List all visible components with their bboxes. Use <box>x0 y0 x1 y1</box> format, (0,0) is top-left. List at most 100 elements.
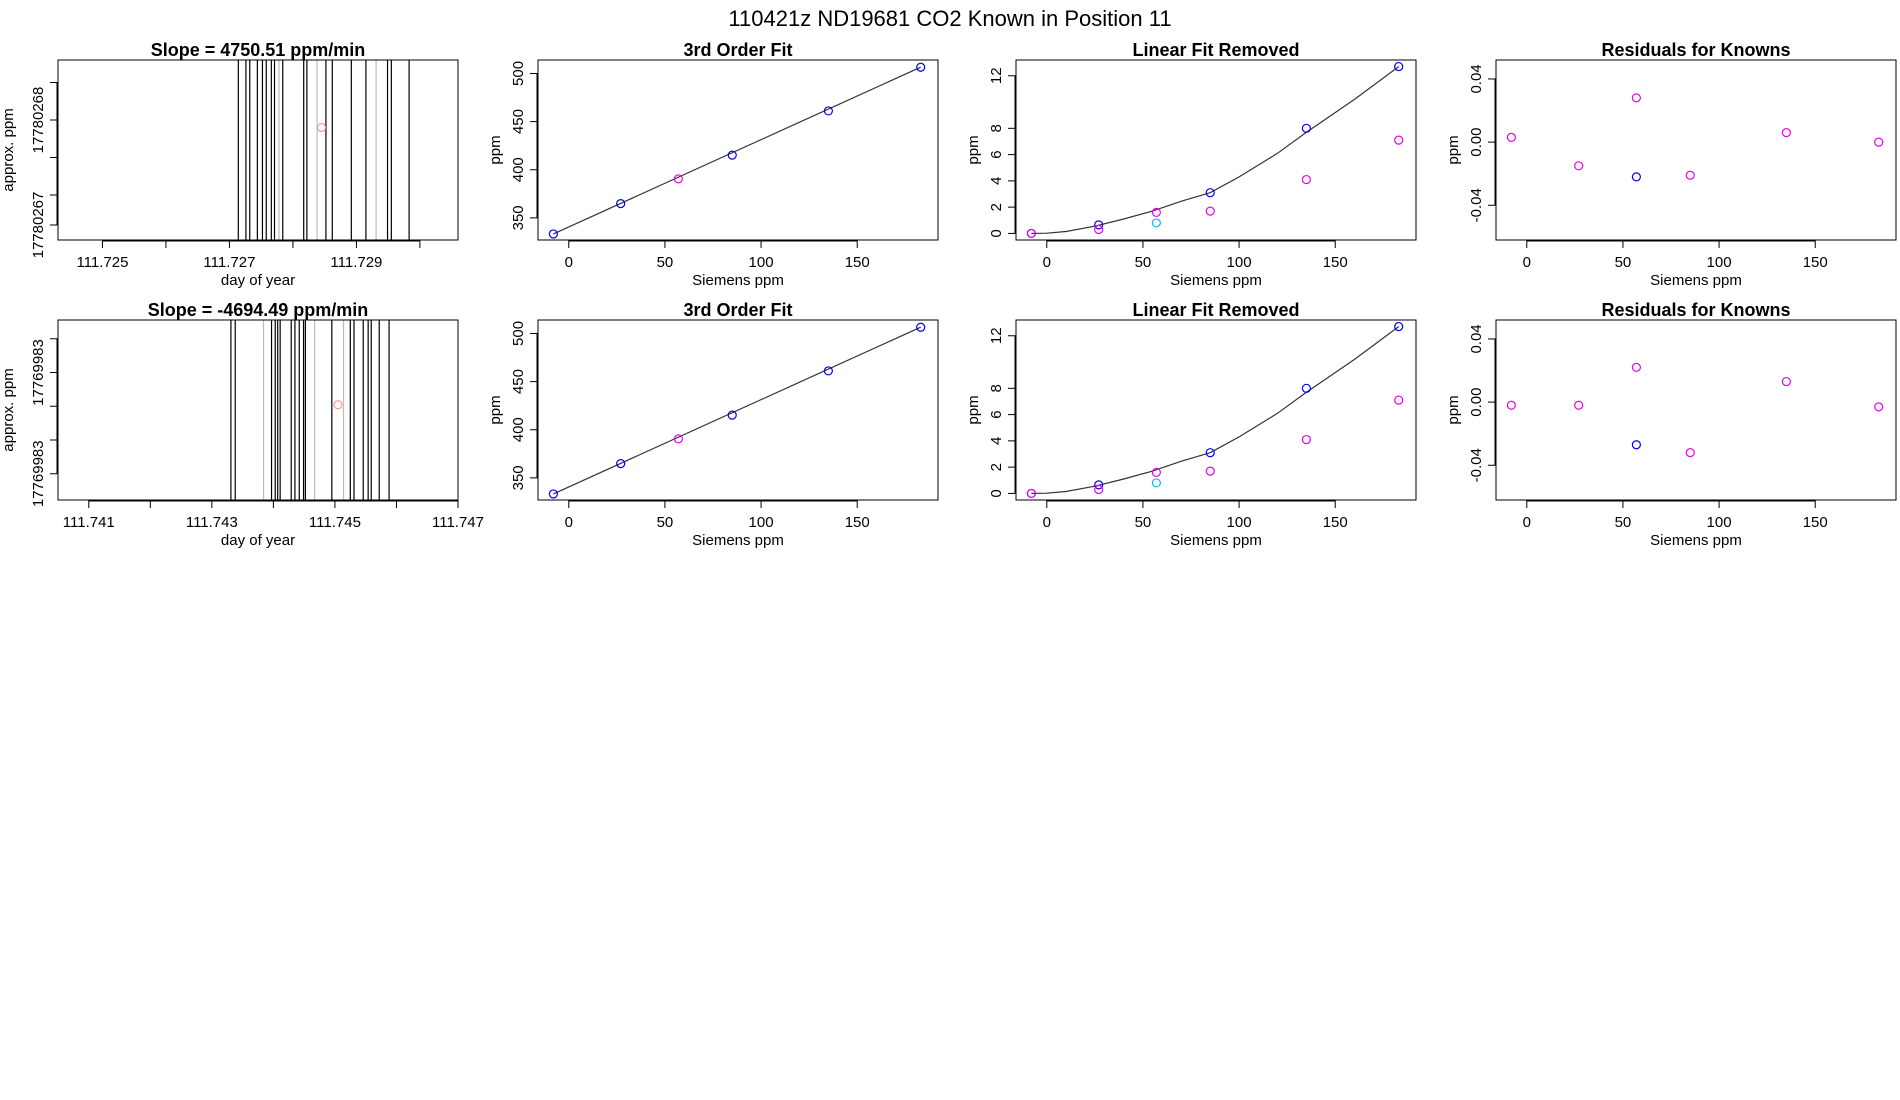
data-point-3 <box>1631 440 1641 450</box>
chart-panel-r1c2: Linear Fit Removed 0 50 100 150 Siemens ppm 0 2… <box>965 300 1417 549</box>
data-point-1 <box>616 459 626 469</box>
x-axis-label: Siemens ppm <box>692 532 784 549</box>
y-tick-label: 17780267 <box>30 192 47 259</box>
fit-curve <box>1031 66 1400 234</box>
data-point-5 <box>1781 128 1791 138</box>
data-point-3 <box>1094 224 1104 235</box>
data-point-11 <box>1394 395 1404 405</box>
x-tick-label: 100 <box>1707 514 1732 531</box>
x-tick-label: 150 <box>1803 254 1828 271</box>
y-tick-label: 0.00 <box>1468 388 1485 417</box>
data-point-4 <box>1685 170 1695 180</box>
y-tick-label: 4 <box>988 177 1005 185</box>
data-point-4 <box>823 106 833 116</box>
data-point-9 <box>1301 434 1311 445</box>
y-tick-label: 17769983 <box>30 440 47 507</box>
data-point-1 <box>1026 488 1036 499</box>
data-point-2 <box>1631 362 1641 372</box>
chart-panel-r0c0: Slope = 4750.51 ppm/min 111.725 111.727 111… <box>0 40 459 289</box>
chart-panel-r0c3: Residuals for Knowns 0 50 100 150 Siemens ppm… <box>1445 40 1897 289</box>
y-tick-label: -0.04 <box>1468 188 1485 222</box>
x-tick-label: 111.741 <box>63 514 115 531</box>
y-tick-label: 17780268 <box>30 87 47 154</box>
chart-panel-r0c1: 3rd Order Fit 0 50 100 150 Siemens ppm 350 400 4… <box>487 40 939 289</box>
y-tick-label: 450 <box>510 109 527 134</box>
x-tick-label: 50 <box>1135 514 1152 531</box>
y-axis-label: ppm <box>1445 395 1462 424</box>
data-point-1 <box>1026 228 1036 239</box>
data-point-5 <box>1151 478 1161 488</box>
y-tick-label: 350 <box>510 465 527 490</box>
y-tick-label: 500 <box>510 321 527 346</box>
panel-title: Slope = -4694.49 ppm/min <box>148 300 369 320</box>
chart-panel-r1c1: 3rd Order Fit 0 50 100 150 Siemens ppm 350 400 4… <box>487 300 939 549</box>
y-axis: 350 400 450 500 ppm <box>487 321 538 490</box>
y-axis-label: approx. ppm <box>0 368 17 451</box>
x-axis: 0 50 100 150 Siemens ppm <box>1043 240 1348 289</box>
y-tick-label: 6 <box>988 410 1005 418</box>
x-tick-label: 50 <box>657 254 674 271</box>
x-tick-label: 100 <box>1227 254 1252 271</box>
x-tick-label: 100 <box>1227 514 1252 531</box>
panel-title: 3rd Order Fit <box>683 40 792 60</box>
data-point-1 <box>1574 400 1584 410</box>
y-axis: 17780267 17780268 approx. ppm <box>0 82 58 259</box>
x-axis-label: Siemens ppm <box>1170 532 1262 549</box>
x-tick-label: 0 <box>1043 254 1051 271</box>
x-tick-label: 0 <box>1043 514 1051 531</box>
data-point-3 <box>1631 172 1641 182</box>
y-axis-label: ppm <box>487 135 504 164</box>
data-point-6 <box>1874 402 1884 412</box>
x-tick-label: 50 <box>657 514 674 531</box>
chart-panel-r1c0: Slope = -4694.49 ppm/min 111.741 111.743 11… <box>0 300 484 549</box>
x-tick-label: 111.727 <box>203 254 255 271</box>
data-point-0 <box>548 229 558 239</box>
y-tick-label: 0.04 <box>1468 64 1485 93</box>
data-point-0 <box>1506 132 1516 142</box>
x-tick-label: 100 <box>749 254 774 271</box>
x-tick-label: 111.725 <box>76 254 128 271</box>
y-axis-label: approx. ppm <box>0 108 17 191</box>
x-axis-label: day of year <box>221 532 295 549</box>
x-tick-label: 111.745 <box>309 514 361 531</box>
plot-frame <box>537 319 939 501</box>
y-tick-label: 0 <box>988 489 1005 497</box>
panel-title: Residuals for Knowns <box>1601 40 1790 60</box>
x-axis: 111.725 111.727 111.729 day of year <box>76 240 421 289</box>
y-tick-label: 12 <box>988 67 1005 84</box>
y-tick-label: 400 <box>510 157 527 182</box>
data-point-2 <box>1094 220 1104 230</box>
y-axis: -0.04 0.00 0.04 ppm <box>1445 324 1496 482</box>
fit-curve <box>1031 326 1400 494</box>
y-tick-label: 0 <box>988 229 1005 237</box>
x-axis: 0 50 100 150 Siemens ppm <box>1523 500 1828 549</box>
data-point-6 <box>1874 137 1884 147</box>
panel-title: Residuals for Knowns <box>1601 300 1790 320</box>
data-point-3 <box>727 150 737 160</box>
data-point-3 <box>727 410 737 420</box>
data-point-4 <box>1685 448 1695 458</box>
x-axis: 0 50 100 150 Siemens ppm <box>565 240 870 289</box>
y-tick-label: 0.04 <box>1468 324 1485 353</box>
plot-frame <box>1495 59 1897 241</box>
data-point-3 <box>1094 484 1104 495</box>
x-tick-label: 111.743 <box>186 514 238 531</box>
y-tick-label: 500 <box>510 61 527 86</box>
y-tick-label: 2 <box>988 463 1005 471</box>
x-tick-label: 50 <box>1135 254 1152 271</box>
y-axis: 17769983 17769983 approx. ppm <box>0 338 58 507</box>
x-tick-label: 111.747 <box>432 514 484 531</box>
data-point-5 <box>916 322 926 332</box>
panel-title: Slope = 4750.51 ppm/min <box>151 40 366 60</box>
x-tick-label: 0 <box>565 254 573 271</box>
x-tick-label: 0 <box>565 514 573 531</box>
data-point-4 <box>823 366 833 376</box>
data-point-8 <box>1301 383 1311 393</box>
y-tick-label: 400 <box>510 417 527 442</box>
x-tick-label: 111.729 <box>330 254 382 271</box>
data-point-6 <box>1205 188 1215 198</box>
chart-panel-r1c3: Residuals for Knowns 0 50 100 150 Siemens ppm… <box>1445 300 1897 549</box>
y-axis-label: ppm <box>965 395 982 424</box>
plot-frame <box>57 59 459 241</box>
data-point-4 <box>1151 207 1161 218</box>
